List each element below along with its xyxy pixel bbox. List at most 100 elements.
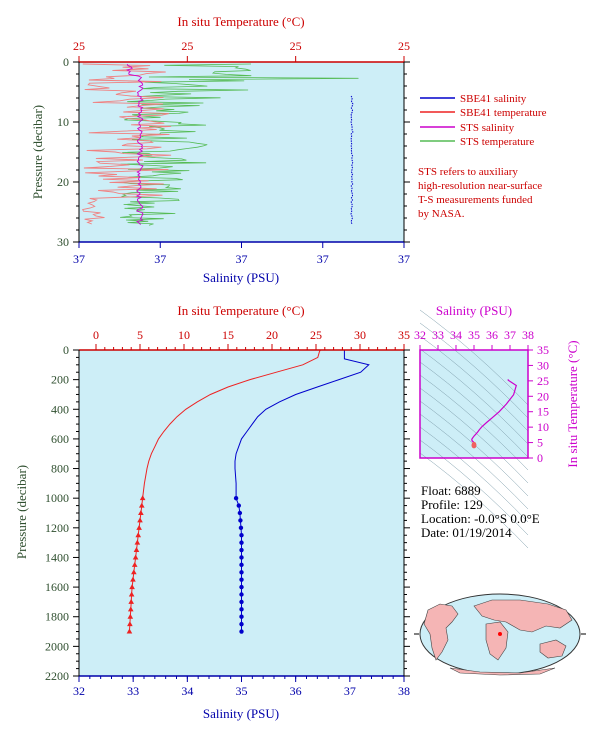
float-info: Float: 6889 Profile: 129 Location: -0.0°… [421,483,540,540]
top-chart-bottom-axis-label: Salinity (PSU) [203,270,279,285]
top-chart-bottom-tick-label: 37 [236,252,248,266]
ts-density-contour [419,335,529,432]
info-float: Float: 6889 [421,483,481,498]
main-chart-y-tick-label: 0 [63,343,69,357]
top-chart-y-tick-label: 0 [63,55,69,69]
main-chart-top-tick-label: 35 [398,328,410,342]
main-series-temperature-point [135,532,142,538]
top-chart-top-tick-label: 25 [398,39,410,53]
main-chart-top-tick-label: 30 [354,328,366,342]
main-series-temperature-point [138,502,145,508]
ts-density-contour [419,439,529,536]
ts-right-tick-label: 25 [537,374,549,388]
main-chart-y-axis-label: Pressure (decibar) [14,465,29,559]
main-series-salinity-point [233,495,239,501]
map-continent-antarctica [449,667,556,676]
top-chart-y-tick-label: 10 [57,115,69,129]
ts-deep-point [471,443,477,449]
main-series-temperature-point [134,539,141,545]
top-chart-y-axis-label: Pressure (decibar) [30,105,45,199]
ts-top-axis-label: Salinity (PSU) [436,303,512,318]
ts-density-contour [419,387,529,484]
ts-right-tick-label: 30 [537,358,549,372]
main-series-salinity-point [236,503,241,508]
ts-density-contour [419,452,529,549]
main-series-salinity-point [237,510,243,516]
legend-label-sts-salinity: STS salinity [460,122,515,134]
ts-right-tick-label: 15 [537,405,549,419]
main-chart-y-tick-label: 2200 [45,669,69,683]
legend-label-sts-temperature: STS temperature [460,136,534,148]
main-series-salinity-point [239,577,244,582]
note-line-4: by NASA. [418,208,465,220]
map-continents [423,599,573,676]
main-series-salinity-point [239,614,244,619]
main-chart-y-tick-label: 800 [51,462,69,476]
main-chart-top-tick-label: 20 [266,328,278,342]
main-chart-y-tick-label: 400 [51,402,69,416]
ts-right-tick-label: 10 [537,420,549,434]
ts-top-tick-label: 36 [486,328,498,342]
main-series-temperature-point [127,613,134,619]
info-profile: Profile: 129 [421,497,483,512]
main-series-temperature-point [131,569,137,575]
top-chart-top-tick-label: 25 [290,39,302,53]
main-series-salinity-point [239,547,244,553]
top-series-layer [82,63,359,226]
main-chart-top-tick-label: 0 [93,328,99,342]
top-chart-bottom-tick-label: 37 [317,252,329,266]
ts-right-axis-label: In situ Temperature (°C) [565,340,580,467]
main-chart-y-tick-label: 2000 [45,639,69,653]
main-chart-top-axis-label: In situ Temperature (°C) [177,303,304,318]
main-series-temperature-point [131,561,138,567]
main-chart-y-tick-label: 1000 [45,491,69,505]
main-series-temperature-point [130,576,136,582]
top-chart-bottom-tick-label: 37 [154,252,166,266]
main-series-salinity-point [239,607,244,612]
ts-density-contour [419,361,529,458]
main-series-salinity-point [239,599,244,605]
main-series-salinity-point [239,570,244,575]
ts-top-tick-label: 33 [432,328,444,342]
main-chart-bottom-tick-label: 36 [290,684,302,698]
legend-label-sbe-temperature: SBE41 temperature [460,107,547,119]
main-chart-y-tick-label: 1600 [45,580,69,594]
main-series-salinity-point [239,629,244,634]
ts-density-contour [419,426,529,523]
ts-right-tick-label: 5 [537,436,543,450]
note-line-2: high-resolution near-surface [418,180,542,192]
main-series-salinity-point [239,592,244,597]
main-chart-bottom-tick-label: 35 [236,684,248,698]
main-series-salinity-point [238,525,244,531]
main-chart-y-tick-label: 600 [51,432,69,446]
map-continent-africa [485,621,509,661]
main-chart-bottom-tick-label: 37 [344,684,356,698]
ts-density-contour [419,348,529,445]
main-series-layer [126,349,370,634]
main-chart-bottom-axis-label: Salinity (PSU) [203,706,279,721]
main-series-salinity-point [238,518,243,523]
top-chart-top-axis-label: In situ Temperature (°C) [177,14,304,29]
main-series-temperature-point [139,495,146,501]
note-line-3: T-S measurements funded [418,194,533,206]
ts-right-tick-label: 35 [537,343,549,357]
main-series-salinity-point [239,621,244,627]
map-continent-australia [539,639,567,659]
main-chart-bottom-tick-label: 32 [73,684,85,698]
info-location: Location: -0.0°S 0.0°E [421,511,540,526]
top-chart: 25 25 25 25 37 37 37 37 37 0 10 20 30 In situ Temper… [30,14,547,285]
main-chart-y-tick-label: 1400 [45,550,69,564]
legend-label-sbe-salinity: SBE41 salinity [460,93,527,105]
main-chart-y-tick-label: 200 [51,373,69,387]
ts-plot-area [420,350,528,458]
main-chart-ticks: 0 5 10 15 20 25 30 35 32 33 34 35 36 37 38 0 200 400 600 80… [45,328,410,698]
top-chart-y-tick-label: 20 [57,175,69,189]
info-date: Date: 01/19/2014 [421,525,512,540]
top-chart-top-tick-label: 25 [73,39,85,53]
main-series-salinity-point [239,562,244,568]
top-series-sts-temperature [120,63,359,226]
main-chart-bottom-tick-label: 38 [398,684,410,698]
